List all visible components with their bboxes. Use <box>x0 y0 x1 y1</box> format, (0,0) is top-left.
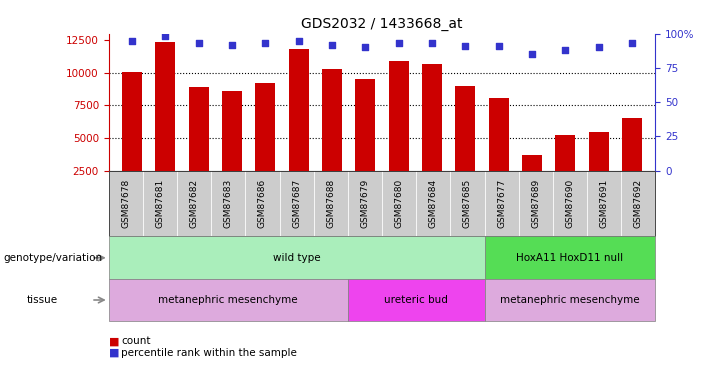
Text: GSM87680: GSM87680 <box>395 179 404 228</box>
Point <box>426 40 437 46</box>
Text: metanephric mesenchyme: metanephric mesenchyme <box>501 295 640 305</box>
Text: GSM87691: GSM87691 <box>599 179 608 228</box>
Text: metanephric mesenchyme: metanephric mesenchyme <box>158 295 298 305</box>
Text: wild type: wild type <box>273 253 320 263</box>
Text: GSM87689: GSM87689 <box>531 179 540 228</box>
Text: tissue: tissue <box>27 295 57 305</box>
Text: GSM87686: GSM87686 <box>258 179 267 228</box>
Bar <box>489 98 509 203</box>
Bar <box>522 155 542 203</box>
Bar <box>622 118 642 203</box>
Bar <box>355 80 375 203</box>
Point <box>193 40 204 46</box>
Point <box>393 40 404 46</box>
Point <box>293 38 304 44</box>
Bar <box>156 42 175 203</box>
Text: GSM87678: GSM87678 <box>121 179 130 228</box>
Bar <box>555 135 576 203</box>
Text: GSM87683: GSM87683 <box>224 179 233 228</box>
Title: GDS2032 / 1433668_at: GDS2032 / 1433668_at <box>301 17 463 32</box>
Point <box>260 40 271 46</box>
Text: ■: ■ <box>109 336 119 346</box>
Text: GSM87685: GSM87685 <box>463 179 472 228</box>
Point <box>160 33 171 39</box>
Bar <box>456 86 475 203</box>
Text: GSM87684: GSM87684 <box>429 179 438 228</box>
Point <box>126 38 137 44</box>
Point <box>560 47 571 53</box>
Text: GSM87681: GSM87681 <box>156 179 165 228</box>
Text: GSM87687: GSM87687 <box>292 179 301 228</box>
Point <box>526 51 538 57</box>
Point <box>226 42 238 48</box>
Text: ■: ■ <box>109 348 119 357</box>
Text: GSM87692: GSM87692 <box>634 179 643 228</box>
Text: genotype/variation: genotype/variation <box>4 253 102 263</box>
Text: GSM87679: GSM87679 <box>360 179 369 228</box>
Bar <box>589 132 608 203</box>
Text: GSM87688: GSM87688 <box>326 179 335 228</box>
Text: HoxA11 HoxD11 null: HoxA11 HoxD11 null <box>517 253 624 263</box>
Text: GSM87677: GSM87677 <box>497 179 506 228</box>
Point <box>327 42 338 48</box>
Text: ureteric bud: ureteric bud <box>384 295 448 305</box>
Text: percentile rank within the sample: percentile rank within the sample <box>121 348 297 357</box>
Bar <box>189 87 209 203</box>
Bar <box>289 50 308 203</box>
Bar <box>122 72 142 203</box>
Point <box>360 45 371 51</box>
Text: GSM87682: GSM87682 <box>189 179 198 228</box>
Bar <box>255 83 275 203</box>
Point <box>627 40 638 46</box>
Bar <box>322 69 342 203</box>
Text: GSM87690: GSM87690 <box>566 179 575 228</box>
Bar <box>389 61 409 203</box>
Point <box>460 43 471 49</box>
Bar <box>222 91 242 203</box>
Text: count: count <box>121 336 151 346</box>
Point <box>493 43 504 49</box>
Point <box>593 45 604 51</box>
Bar <box>422 64 442 203</box>
